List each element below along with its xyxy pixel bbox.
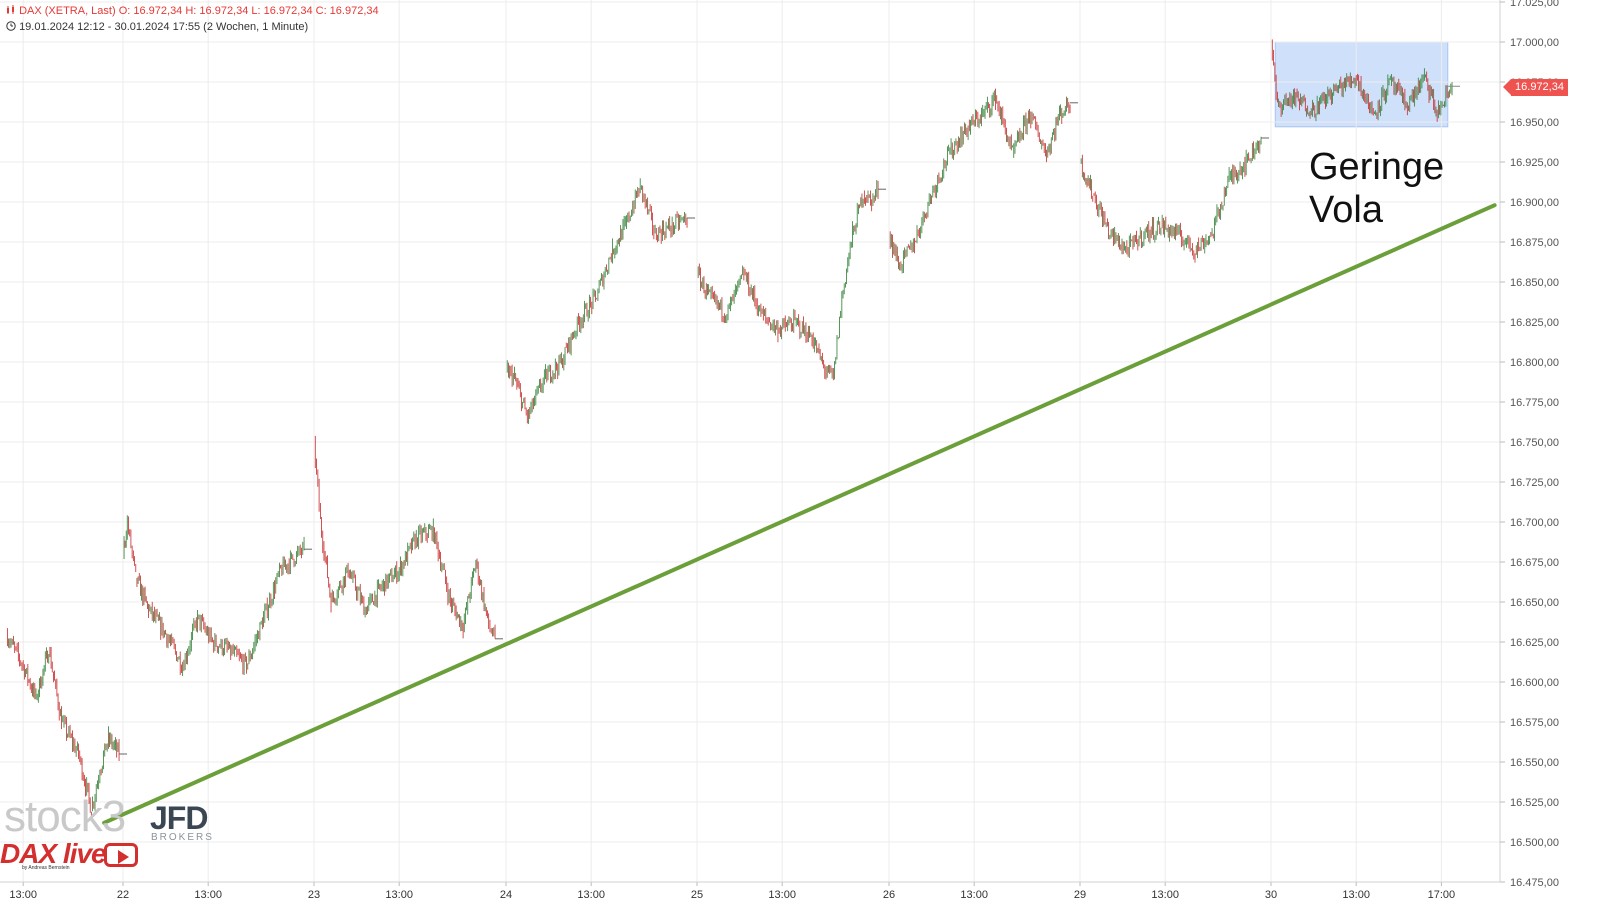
- x-tick-label: 13:00: [194, 889, 222, 901]
- x-tick-label: 13:00: [577, 889, 605, 901]
- x-tick-label: 24: [500, 889, 512, 901]
- y-tick-label: 16.925,00: [1510, 157, 1559, 169]
- x-axis-labels: 13:00 22 13:00 23 13:00 24 13:00 25 13:00 26 13:00…: [9, 889, 1455, 901]
- annotation-line1: Geringe: [1309, 146, 1445, 188]
- y-tick-label: 16.700,00: [1510, 517, 1559, 529]
- jfd-logo: JFD: [150, 800, 208, 836]
- y-tick-label: 16.625,00: [1510, 637, 1559, 649]
- y-tick-label: 16.825,00: [1510, 317, 1559, 329]
- y-tick-label: 16.950,00: [1510, 117, 1559, 129]
- annotation-line2: Vola: [1309, 189, 1383, 231]
- dax-live-byline: by Andreas Bernstein: [22, 865, 70, 871]
- chart-header-line1: DAX (XETRA, Last) O: 16.972,34 H: 16.972…: [6, 4, 379, 17]
- y-tick-label: 16.550,00: [1510, 757, 1559, 769]
- chart-header-line2: 19.01.2024 12:12 - 30.01.2024 17:55 (2 W…: [6, 20, 308, 33]
- range-text: 19.01.2024 12:12 - 30.01.2024 17:55 (2 W…: [19, 21, 309, 33]
- y-tick-label: 16.475,00: [1510, 877, 1559, 889]
- x-tick-label: 17:00: [1428, 889, 1456, 901]
- candlestick-icon: [6, 5, 16, 15]
- y-tick-label: 16.675,00: [1510, 557, 1559, 569]
- trendline: [102, 203, 1497, 825]
- x-tick-label: 25: [691, 889, 703, 901]
- ohlc-text: DAX (XETRA, Last) O: 16.972,34 H: 16.972…: [19, 5, 379, 17]
- y-tick-label: 16.850,00: [1510, 277, 1559, 289]
- y-tick-label: 16.500,00: [1510, 837, 1559, 849]
- x-tick-label: 13:00: [768, 889, 796, 901]
- y-tick-label: 16.725,00: [1510, 477, 1559, 489]
- y-axis-labels: 17.025,0017.000,0016.975,0016.950,0016.9…: [1510, 0, 1559, 889]
- x-tick-label: 13:00: [1151, 889, 1179, 901]
- y-tick-label: 16.750,00: [1510, 437, 1559, 449]
- x-tick-label: 13:00: [1342, 889, 1370, 901]
- y-tick-label: 16.875,00: [1510, 237, 1559, 249]
- clock-icon: [6, 21, 16, 31]
- y-tick-label: 17.025,00: [1510, 0, 1559, 9]
- grid: [0, 0, 1505, 886]
- y-tick-label: 16.900,00: [1510, 197, 1559, 209]
- x-tick-label: 23: [308, 889, 320, 901]
- x-tick-label: 29: [1074, 889, 1086, 901]
- y-tick-label: 16.525,00: [1510, 797, 1559, 809]
- x-tick-label: 26: [883, 889, 895, 901]
- y-tick-label: 16.775,00: [1510, 397, 1559, 409]
- x-tick-label: 13:00: [960, 889, 988, 901]
- x-tick-label: 22: [117, 889, 129, 901]
- y-tick-label: 17.000,00: [1510, 37, 1559, 49]
- dax-live-logo: DAX live: [0, 838, 107, 869]
- y-tick-label: 16.600,00: [1510, 677, 1559, 689]
- play-icon: [104, 843, 138, 867]
- y-tick-label: 16.650,00: [1510, 597, 1559, 609]
- jfd-brokers-label: BROKERS: [151, 832, 214, 843]
- x-tick-label: 13:00: [385, 889, 413, 901]
- annotation-text: Geringe Vola: [1309, 146, 1444, 232]
- x-tick-label: 13:00: [9, 889, 37, 901]
- range-box: [1274, 41, 1449, 128]
- x-tick-label: 30: [1265, 889, 1277, 901]
- price-series: [6, 39, 1453, 817]
- stock3-watermark: stock3: [4, 792, 126, 841]
- y-tick-label: 16.575,00: [1510, 717, 1559, 729]
- last-price-badge: 16.972,34: [1503, 79, 1568, 96]
- y-tick-label: 16.800,00: [1510, 357, 1559, 369]
